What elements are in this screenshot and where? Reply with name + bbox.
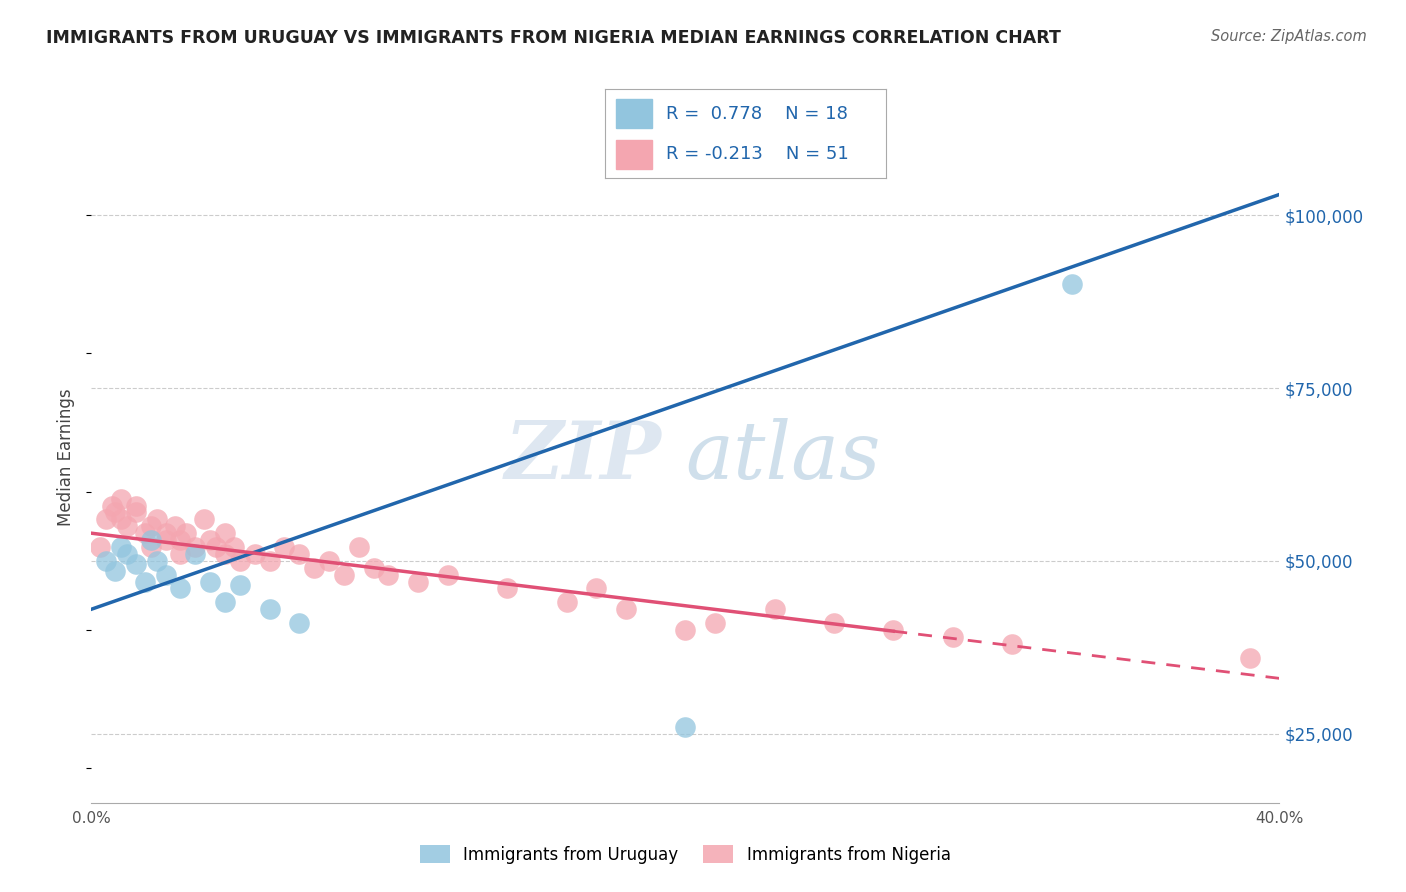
Point xyxy=(288,547,311,561)
Y-axis label: Median Earnings: Median Earnings xyxy=(58,388,76,526)
Point xyxy=(101,499,124,513)
Point xyxy=(145,512,167,526)
Point xyxy=(169,533,191,547)
Point xyxy=(155,533,177,547)
Text: R = -0.213    N = 51: R = -0.213 N = 51 xyxy=(666,145,849,163)
Point xyxy=(110,540,132,554)
Point xyxy=(193,512,215,526)
Point xyxy=(125,499,148,513)
Point xyxy=(205,540,228,554)
Point xyxy=(585,582,607,596)
Point xyxy=(115,547,138,561)
Point xyxy=(104,564,127,578)
Point xyxy=(184,547,207,561)
Point xyxy=(318,554,340,568)
Point xyxy=(145,554,167,568)
Bar xyxy=(616,140,652,169)
Point xyxy=(243,547,266,561)
Point xyxy=(214,595,236,609)
Point xyxy=(115,519,138,533)
Point xyxy=(96,512,118,526)
Point xyxy=(555,595,578,609)
Point xyxy=(110,491,132,506)
Point xyxy=(169,547,191,561)
Point xyxy=(942,630,965,644)
Point xyxy=(1060,277,1083,292)
Point xyxy=(377,567,399,582)
Point xyxy=(436,567,458,582)
Point xyxy=(176,526,198,541)
Point xyxy=(763,602,786,616)
Point xyxy=(125,505,148,519)
Point xyxy=(200,574,222,589)
Point xyxy=(302,561,325,575)
Point xyxy=(134,526,156,541)
Point xyxy=(184,540,207,554)
Point xyxy=(347,540,370,554)
Point xyxy=(363,561,385,575)
Point xyxy=(110,512,132,526)
Point xyxy=(704,615,727,630)
Point xyxy=(139,540,162,554)
Point xyxy=(259,602,281,616)
Point xyxy=(139,533,162,547)
Point xyxy=(125,558,148,572)
Point xyxy=(214,526,236,541)
Point xyxy=(214,547,236,561)
Point xyxy=(259,554,281,568)
Point xyxy=(229,554,252,568)
Point xyxy=(139,519,162,533)
Text: Source: ZipAtlas.com: Source: ZipAtlas.com xyxy=(1211,29,1367,44)
Point xyxy=(673,720,696,734)
Point xyxy=(333,567,356,582)
Point xyxy=(89,540,111,554)
Point xyxy=(229,578,252,592)
Point xyxy=(823,615,845,630)
Point xyxy=(273,540,295,554)
Point xyxy=(134,574,156,589)
Point xyxy=(288,615,311,630)
Point xyxy=(200,533,222,547)
Point xyxy=(96,554,118,568)
Point xyxy=(155,567,177,582)
Point xyxy=(155,526,177,541)
Point xyxy=(163,519,186,533)
Text: atlas: atlas xyxy=(685,418,880,496)
Point xyxy=(406,574,429,589)
Point xyxy=(882,623,904,637)
Text: R =  0.778    N = 18: R = 0.778 N = 18 xyxy=(666,104,848,123)
Text: ZIP: ZIP xyxy=(505,418,662,496)
Legend: Immigrants from Uruguay, Immigrants from Nigeria: Immigrants from Uruguay, Immigrants from… xyxy=(413,838,957,871)
Point xyxy=(673,623,696,637)
Text: IMMIGRANTS FROM URUGUAY VS IMMIGRANTS FROM NIGERIA MEDIAN EARNINGS CORRELATION C: IMMIGRANTS FROM URUGUAY VS IMMIGRANTS FR… xyxy=(46,29,1062,46)
Point xyxy=(104,505,127,519)
Point xyxy=(222,540,245,554)
Point xyxy=(614,602,637,616)
Point xyxy=(169,582,191,596)
Point xyxy=(1001,637,1024,651)
Bar xyxy=(616,99,652,128)
Point xyxy=(1239,650,1261,665)
Point xyxy=(496,582,519,596)
